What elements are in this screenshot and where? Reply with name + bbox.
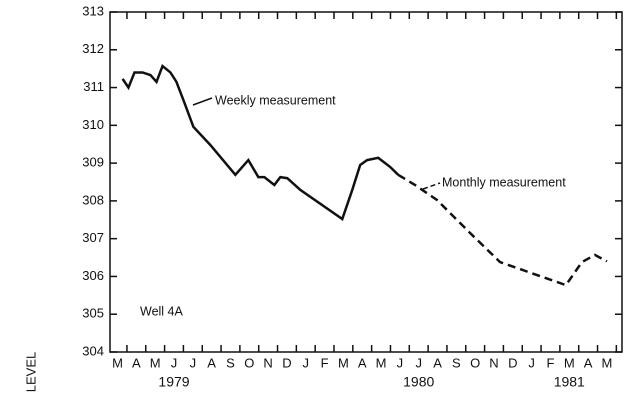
y-axis-label: LEVEL: [23, 352, 38, 392]
year-label: 1981: [554, 374, 585, 390]
x-tick-label: J: [397, 355, 404, 370]
annotation: Well 4A: [140, 304, 184, 318]
annotation: Monthly measurement: [442, 175, 566, 189]
x-tick-label: S: [452, 355, 461, 370]
x-tick-label: A: [584, 355, 593, 370]
x-tick-label: A: [207, 355, 216, 370]
x-tick-label: A: [132, 355, 141, 370]
x-tick-label: M: [564, 355, 575, 370]
x-tick-label: O: [470, 355, 480, 370]
x-tick-label: A: [358, 355, 367, 370]
x-tick-label: F: [546, 355, 554, 370]
y-tick-label: 310: [82, 117, 104, 132]
x-tick-label: D: [282, 355, 291, 370]
y-tick-label: 309: [82, 155, 104, 170]
y-tick-label: 305: [82, 306, 104, 321]
x-tick-label: D: [508, 355, 517, 370]
year-label: 1980: [403, 374, 434, 390]
y-tick-label: 306: [82, 268, 104, 283]
x-tick-label: M: [338, 355, 349, 370]
x-tick-label: J: [528, 355, 535, 370]
plot-frame: [109, 11, 623, 353]
x-tick-label: M: [112, 355, 123, 370]
x-tick-label: O: [244, 355, 254, 370]
x-tick-label: S: [226, 355, 235, 370]
x-tick-label: M: [150, 355, 161, 370]
y-tick-label: 307: [82, 230, 104, 245]
y-tick-label: 312: [82, 41, 104, 56]
x-tick-label: M: [602, 355, 613, 370]
x-tick-label: J: [171, 355, 178, 370]
leader-line: [192, 97, 213, 106]
leader-line: [422, 182, 441, 190]
annotation: Weekly measurement: [215, 93, 336, 107]
y-tick-label: 304: [82, 343, 104, 358]
y-tick-label: 313: [82, 3, 104, 18]
x-tick-label: N: [489, 355, 498, 370]
x-tick-label: J: [415, 355, 422, 370]
data-line: [397, 173, 608, 287]
x-tick-label: M: [376, 355, 387, 370]
y-tick-label: 308: [82, 192, 104, 207]
data-line: [121, 63, 400, 221]
x-tick-label: J: [190, 355, 197, 370]
x-tick-label: N: [263, 355, 272, 370]
x-tick-label: F: [321, 355, 329, 370]
y-tick-label: 311: [83, 79, 104, 94]
year-label: 1979: [158, 374, 189, 390]
x-tick-label: A: [433, 355, 442, 370]
x-tick-label: J: [303, 355, 310, 370]
